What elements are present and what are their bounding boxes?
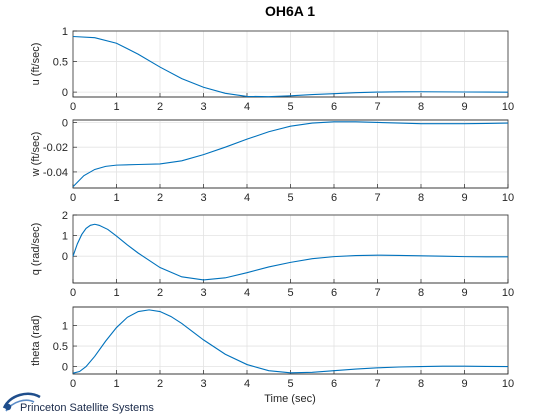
subplot-2: 0 1 2 3 4 5 6 7 8 9 10 0 -0.02 -0.04w (ft/sec) [30,117,514,204]
y-tick-label: -0.02 [43,142,68,154]
x-tick-label: 7 [374,101,380,113]
x-tick-label: 3 [200,101,206,113]
x-tick-label: 0 [70,192,76,204]
y-tick-label: 0 [62,87,68,99]
series-line-w [72,121,509,188]
subplot-3: 0 1 2 3 4 5 6 7 8 9 10 0 1 2 q (rad/sec) [30,210,514,299]
y-axis-label: u (ft/sec) [30,43,42,86]
x-tick-label: 7 [374,192,380,204]
x-tick-label: 0 [70,101,76,113]
x-tick-label: 8 [418,287,424,299]
company-logo: Princeton Satellite Systems [2,392,154,414]
plot-border [72,30,509,98]
y-axis-label: w (ft/sec) [30,132,42,178]
x-tick-label: 3 [200,192,206,204]
y-tick-label: -0.04 [43,167,68,179]
y-axis-label: q (rad/sec) [30,223,42,276]
x-tick-label: 2 [157,287,163,299]
x-tick-label: 5 [287,101,293,113]
y-tick-label: 0 [62,117,68,129]
y-tick-label: 0 [62,362,68,374]
y-tick-label: 1 [62,26,68,38]
x-tick-label: 4 [244,378,250,390]
y-axis-label: theta (rad) [30,315,42,366]
x-tick-label: 1 [113,192,119,204]
x-tick-label: 0 [70,287,76,299]
x-tick-label: 8 [418,378,424,390]
series-line-u [72,35,509,98]
y-tick-label: 0.5 [53,341,68,353]
subplot-1: 0 1 2 3 4 5 6 7 8 9 10 0 0.5 1 u (ft/sec) [30,26,514,113]
x-axis-label: Time (sec) [264,393,316,405]
x-tick-label: 9 [461,192,467,204]
x-tick-label: 4 [244,192,250,204]
x-tick-label: 5 [287,192,293,204]
y-tick-label: 2 [62,210,68,222]
x-tick-label: 10 [502,378,514,390]
y-tick-label: 1 [62,320,68,332]
x-tick-label: 5 [287,287,293,299]
x-tick-label: 10 [502,192,514,204]
x-tick-label: 3 [200,378,206,390]
x-tick-label: 1 [113,101,119,113]
x-tick-label: 6 [331,192,337,204]
x-tick-label: 9 [461,378,467,390]
x-tick-label: 8 [418,101,424,113]
x-tick-label: 10 [502,287,514,299]
plot-border [72,306,509,375]
x-tick-label: 8 [418,192,424,204]
x-tick-label: 4 [244,287,250,299]
orbit-swoosh-icon [2,392,41,412]
x-tick-label: 6 [331,101,337,113]
x-tick-label: 2 [157,378,163,390]
y-tick-label: 0 [62,251,68,263]
chart-title: OH6A 1 [265,3,315,19]
subplot-4: 0 1 2 3 4 5 6 7 8 9 10 0 0.5 1 theta (rad) [30,306,514,390]
x-tick-label: 5 [287,378,293,390]
x-tick-label: 6 [331,287,337,299]
y-tick-label: 1 [62,231,68,243]
plot-border [72,214,509,284]
x-tick-label: 0 [70,378,76,390]
x-tick-label: 10 [502,101,514,113]
x-tick-label: 3 [200,287,206,299]
x-tick-label: 2 [157,101,163,113]
x-tick-label: 9 [461,101,467,113]
series-line-q [72,223,508,281]
plot-border [72,119,509,189]
logo-text: Princeton Satellite Systems [20,402,154,414]
x-tick-label: 1 [113,287,119,299]
x-tick-label: 4 [244,101,250,113]
x-tick-label: 9 [461,287,467,299]
series-line-theta [72,309,509,374]
x-tick-label: 2 [157,192,163,204]
x-tick-label: 7 [374,378,380,390]
y-tick-label: 0.5 [53,57,68,69]
x-tick-label: 7 [374,287,380,299]
x-tick-label: 1 [113,378,119,390]
x-tick-label: 6 [331,378,337,390]
